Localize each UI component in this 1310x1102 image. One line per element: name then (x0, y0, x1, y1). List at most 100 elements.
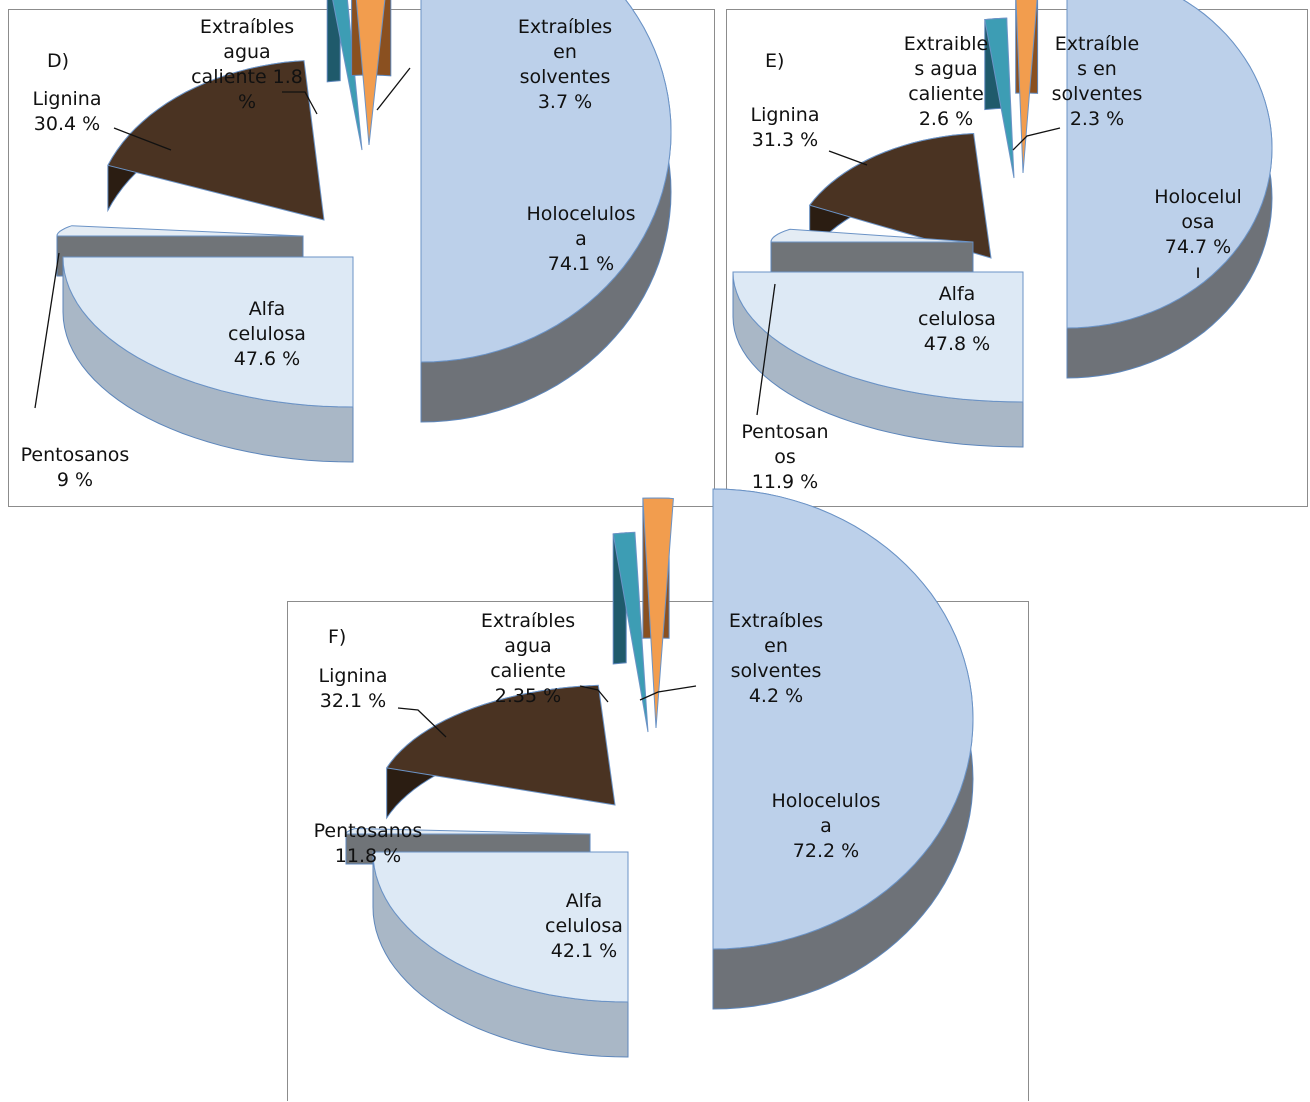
leader-line (282, 91, 318, 115)
data-label-agua-line: Extraíbles (200, 16, 294, 38)
data-label-holocelulosa-line: 74.1 % (548, 253, 614, 275)
data-label-alfa: Alfa celulosa 47.6 % (228, 298, 306, 370)
data-label-agua-line: 2.6 % (919, 108, 973, 130)
data-label-lignina: Lignina 32.1 % (319, 665, 388, 712)
panel-label-f: F) (328, 626, 347, 648)
leader-line (397, 707, 447, 738)
leader-line (756, 283, 776, 416)
data-label-holocelulosa: Holocelulos a 72.2 % (771, 790, 880, 862)
pie-chart-f: F) Holocelulos a 72.2 % Alfa celulosa 42.1 % P… (287, 488, 1029, 1101)
data-label-alfa-line: 47.6 % (234, 348, 300, 370)
leader-line (639, 685, 697, 701)
data-label-holocelulosa-line: Holocelulos (771, 790, 880, 812)
data-label-agua-line: caliente (490, 660, 566, 682)
slice-holocelulosa-top (420, 0, 672, 363)
data-label-solventes-line: Extraíbles (729, 610, 823, 632)
data-label-agua-line: agua (504, 635, 551, 657)
slice-solventes-top (642, 497, 674, 729)
data-label-pentosanos: Pentosanos 9 % (21, 444, 130, 491)
pie-chart-e-svg: Holocelul osa 74.7 % ı Alfa celulosa 47.8 % Pen… (732, 0, 1273, 493)
data-label-pentosanos-line: 9 % (57, 469, 93, 491)
panel-label-d: D) (47, 50, 70, 72)
slice-agua-slice (326, 0, 363, 151)
pie-chart-e: E) Holocelul osa 74.7 % ı Alfa celulosa 47.8 %… (726, 0, 1308, 507)
data-label-agua: Extraible s agua caliente 2.6 % (904, 33, 988, 130)
slice-pentosanos-top (345, 827, 591, 835)
slice-solventes-top (355, 0, 386, 146)
slice-solventes-slice (351, 0, 392, 146)
data-label-solventes-line: Extraíbles (518, 16, 612, 38)
data-label-solventes-line: 2.3 % (1070, 108, 1124, 130)
data-label-agua-line: % (238, 91, 256, 113)
data-label-holocelulosa: Holocelul osa 74.7 % ı (1154, 186, 1242, 283)
data-label-agua-line: Extraible (904, 33, 988, 55)
data-label-alfa-line: celulosa (918, 308, 996, 330)
data-label-agua: Extraíbles agua caliente 1.8% (191, 16, 303, 113)
data-label-lignina-line: 31.3 % (752, 129, 818, 151)
data-label-alfa-line: celulosa (545, 915, 623, 937)
slice-holocelulosa-slice (420, 0, 672, 423)
slice-alfa-slice (62, 256, 354, 463)
data-label-holocelulosa-line: Holocelulos (526, 203, 635, 225)
data-label-holocelulosa-line: osa (1181, 211, 1214, 233)
data-label-pentosanos-line: 11.9 % (752, 471, 818, 493)
data-label-alfa-line: Alfa (939, 283, 976, 305)
data-label-alfa: Alfa celulosa 47.8 % (918, 283, 996, 355)
slice-pentosanos-slice (770, 228, 974, 273)
slice-alfa-slice (732, 271, 1024, 448)
slice-solventes-slice (642, 497, 674, 729)
slice-agua-top (332, 0, 363, 151)
data-label-agua-line: Extraíbles (481, 610, 575, 632)
pie-chart-f-svg: Holocelulos a 72.2 % Alfa celulosa 42.1 % Pent… (314, 488, 974, 1058)
slice-holocelulosa-top (1066, 0, 1273, 329)
data-label-solventes: Extraíbles en solventes 3.7 % (518, 16, 612, 113)
data-label-solventes-line: Extraíble (1055, 33, 1139, 55)
data-label-pentosanos: Pentosan os 11.9 % (741, 421, 828, 493)
data-label-pentosanos-line: os (774, 446, 796, 468)
data-label-pentosanos-line: Pentosan (741, 421, 828, 443)
data-label-pentosanos-line: 11.8 % (335, 845, 401, 867)
data-label-solventes-line: s en (1077, 58, 1117, 80)
data-label-pentosanos-line: Pentosanos (314, 820, 423, 842)
slice-alfa-slice (372, 851, 629, 1058)
data-label-agua-line: s agua (914, 58, 977, 80)
slice-alfa-top (732, 271, 1024, 403)
data-label-holocelulosa-line: a (575, 228, 587, 250)
slice-pentosanos-top (770, 228, 974, 243)
data-label-solventes: Extraíbles en solventes 4.2 % (729, 610, 823, 707)
slice-lignina-top (385, 684, 616, 806)
slice-lignina-slice (385, 684, 616, 820)
data-label-solventes-line: solventes (520, 66, 611, 88)
data-label-agua-line: caliente 1.8 (191, 66, 303, 88)
leader-line (1012, 127, 1061, 151)
data-label-pentosanos: Pentosanos 11.8 % (314, 820, 423, 867)
slice-holocelulosa-top (712, 488, 974, 950)
data-label-solventes-line: solventes (1052, 83, 1143, 105)
slice-lignina-slice (107, 60, 325, 221)
panel-label-e: E) (765, 50, 785, 72)
data-label-lignina: Lignina 31.3 % (751, 104, 820, 151)
data-label-solventes-line: en (764, 635, 788, 657)
slice-solventes-slice (1015, 0, 1039, 174)
data-label-holocelulosa-line: 72.2 % (793, 840, 859, 862)
slice-holocelulosa-slice (1066, 0, 1273, 379)
data-label-lignina: Lignina 30.4 % (33, 88, 102, 135)
leader-line (579, 685, 609, 703)
data-label-agua-line: caliente (908, 83, 984, 105)
slice-pentosanos-top (56, 225, 304, 237)
data-label-holocelulosa-line: 74.7 % (1165, 236, 1231, 258)
data-label-pentosanos-line: Pentosanos (21, 444, 130, 466)
slice-pentosanos-cut-face (770, 241, 974, 273)
slice-agua-slice (612, 531, 649, 733)
data-label-lignina-line: 30.4 % (34, 113, 100, 135)
data-label-agua: Extraíbles agua caliente 2.35 % (481, 610, 575, 707)
data-label-lignina-line: Lignina (33, 88, 102, 110)
pie-chart-d-svg: Holocelulos a 74.1 % Alfa celulosa 47.6 % Pent… (21, 0, 672, 491)
slice-alfa-top (372, 851, 629, 1003)
leader-line (113, 127, 172, 151)
slice-agua-slice (984, 17, 1015, 179)
data-label-solventes-line: 4.2 % (749, 685, 803, 707)
data-label-alfa-line: 47.8 % (924, 333, 990, 355)
data-label-alfa-line: Alfa (566, 890, 603, 912)
data-label-holocelulosa-line: a (820, 815, 832, 837)
